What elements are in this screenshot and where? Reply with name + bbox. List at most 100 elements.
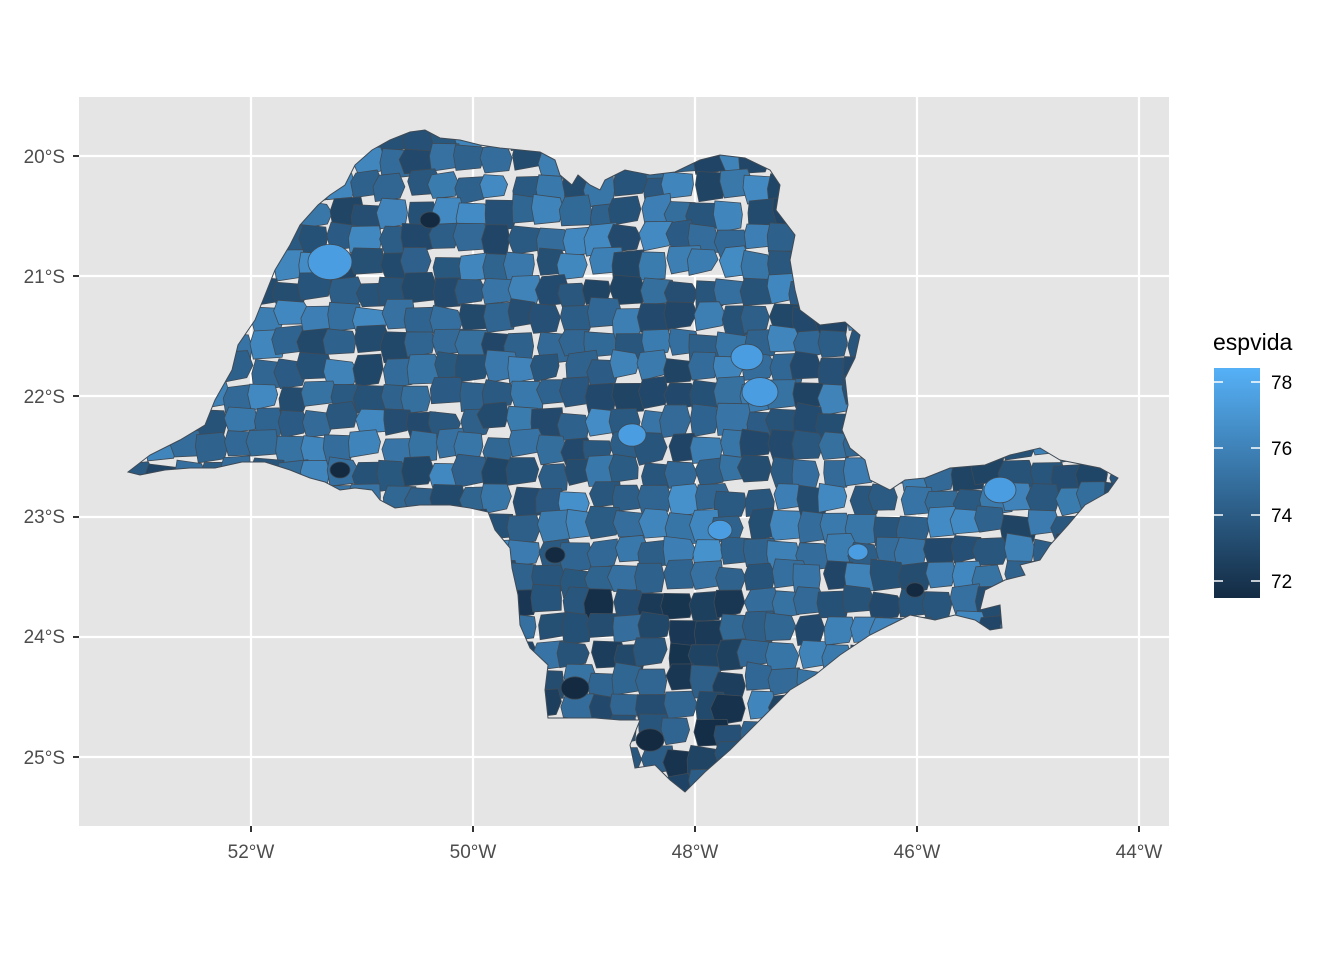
municipality (638, 251, 667, 281)
y-tick-label: 20°S (24, 147, 65, 168)
municipality (744, 661, 773, 691)
municipality (763, 612, 797, 642)
municipality (427, 171, 460, 199)
y-tick-label: 23°S (24, 507, 65, 528)
municipality (454, 278, 486, 305)
municipality (663, 559, 696, 590)
municipality (323, 358, 359, 387)
municipality (638, 220, 675, 252)
municipality (611, 484, 643, 512)
municipality (730, 343, 764, 371)
municipality (715, 566, 747, 592)
municipality (531, 193, 564, 225)
municipality (974, 505, 1005, 533)
municipality (740, 305, 770, 334)
municipality (480, 483, 512, 515)
municipality (403, 331, 435, 358)
x-tick-label: 48°W (672, 842, 719, 863)
municipality (638, 375, 669, 410)
municipality (529, 353, 560, 383)
axis-ticks (73, 155, 1140, 832)
municipality (712, 200, 743, 233)
x-tick-label: 44°W (1116, 842, 1163, 863)
municipality (277, 409, 308, 439)
municipality (194, 431, 229, 464)
municipality (789, 350, 821, 380)
municipality (400, 385, 431, 414)
municipality (300, 380, 338, 407)
legend-label: 72 (1271, 572, 1292, 593)
municipality (560, 676, 590, 700)
municipality (383, 408, 414, 436)
municipality (637, 611, 671, 642)
municipality (400, 271, 438, 304)
municipality (348, 247, 384, 275)
legend-colorbar (1214, 368, 1260, 598)
legend-label: 76 (1271, 439, 1292, 460)
municipality (773, 483, 803, 510)
municipality (329, 461, 351, 479)
municipality (609, 274, 645, 306)
municipality (638, 508, 671, 539)
municipality (408, 429, 438, 464)
municipality (530, 583, 562, 613)
municipality (307, 243, 353, 280)
municipality (584, 505, 623, 540)
municipality (401, 455, 435, 487)
municipality (660, 592, 694, 620)
x-axis: 52°W 50°W 48°W 46°W 44°W (228, 842, 1163, 863)
y-tick-label: 22°S (24, 387, 65, 408)
legend-title: espvida (1213, 329, 1292, 355)
municipality (635, 728, 665, 752)
municipality (325, 400, 358, 430)
municipality (561, 611, 592, 645)
municipality (1003, 532, 1036, 564)
y-tick-label: 24°S (24, 627, 65, 648)
municipality (455, 354, 490, 383)
municipality (632, 637, 668, 667)
municipality (481, 224, 510, 258)
municipality (609, 349, 640, 379)
municipality (817, 329, 848, 358)
municipality (634, 668, 668, 697)
municipality (847, 543, 869, 561)
municipality (660, 171, 694, 200)
municipality (739, 428, 774, 458)
municipality (556, 640, 590, 669)
municipality (348, 429, 381, 458)
municipality (707, 520, 733, 541)
municipality (559, 376, 591, 408)
municipality (1025, 483, 1061, 514)
municipality (247, 383, 279, 411)
y-axis: 20°S 21°S 22°S 23°S 24°S 25°S (24, 147, 65, 769)
y-tick-label: 25°S (24, 748, 65, 769)
municipality (817, 482, 848, 513)
municipality (245, 429, 279, 457)
municipality (693, 301, 726, 332)
municipality (556, 252, 588, 281)
municipality (617, 423, 647, 447)
municipality (479, 174, 509, 199)
municipality (823, 616, 856, 646)
municipality (608, 453, 639, 483)
municipality (505, 457, 540, 486)
municipality (429, 376, 465, 405)
municipality (743, 562, 776, 591)
municipality (713, 589, 746, 619)
municipality (223, 406, 258, 434)
municipality (922, 537, 957, 566)
municipality (741, 377, 779, 407)
municipality (868, 591, 904, 620)
municipality (506, 514, 542, 546)
municipality (528, 303, 561, 334)
municipality (537, 463, 569, 494)
municipality (419, 211, 441, 229)
municipality (607, 223, 642, 253)
municipality (535, 434, 567, 466)
municipality (736, 454, 772, 483)
municipality (607, 195, 642, 226)
municipality (481, 379, 515, 409)
municipality (841, 584, 874, 614)
municipality (663, 690, 698, 719)
